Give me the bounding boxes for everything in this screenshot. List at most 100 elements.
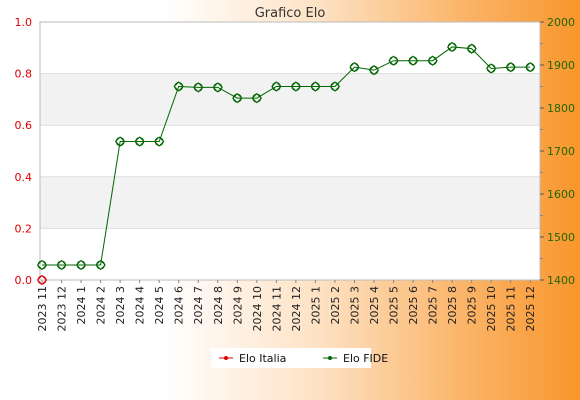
x-tick-label: 2025 3 bbox=[348, 286, 361, 325]
x-tick-label: 2024 9 bbox=[231, 286, 244, 325]
data-point-ring bbox=[96, 260, 106, 270]
data-point bbox=[349, 61, 360, 73]
data-point-ring bbox=[37, 275, 47, 285]
data-point bbox=[407, 55, 419, 66]
x-tick-label: 2024 2 bbox=[95, 286, 108, 325]
data-point-ring bbox=[349, 62, 359, 72]
data-point-ring bbox=[291, 82, 301, 91]
data-point-ring bbox=[37, 260, 47, 270]
y-right-tick-label: 1900 bbox=[547, 59, 575, 72]
data-point bbox=[212, 82, 223, 93]
data-point-ring bbox=[467, 44, 477, 54]
x-tick-label: 2024 4 bbox=[134, 286, 147, 325]
data-point bbox=[232, 92, 243, 104]
data-point bbox=[75, 259, 87, 271]
data-point bbox=[329, 81, 341, 92]
data-point bbox=[56, 259, 67, 271]
data-point-ring bbox=[408, 56, 418, 66]
x-tick-label: 2025 8 bbox=[446, 286, 459, 325]
legend-box bbox=[211, 348, 371, 368]
data-point-ring bbox=[154, 137, 164, 147]
x-tick-label: 2025 9 bbox=[466, 286, 479, 325]
x-tick-label: 2024 10 bbox=[251, 286, 264, 332]
grid-band bbox=[40, 176, 540, 229]
y-left-tick-label: 0.4 bbox=[15, 171, 33, 184]
data-point bbox=[193, 82, 204, 93]
y-right-tick-label: 1700 bbox=[547, 145, 575, 158]
data-point-ring bbox=[525, 62, 535, 72]
x-tick-label: 2025 10 bbox=[485, 286, 498, 332]
data-point-ring bbox=[57, 260, 67, 270]
y-right-tick-label: 1800 bbox=[547, 102, 575, 115]
data-point-ring bbox=[174, 82, 184, 91]
data-point-ring bbox=[506, 62, 516, 72]
x-tick-label: 2025 2 bbox=[329, 286, 342, 325]
y-left-tick-label: 1.0 bbox=[15, 16, 33, 29]
y-left-tick-label: 0.0 bbox=[15, 274, 33, 287]
x-tick-label: 2025 11 bbox=[505, 286, 518, 332]
x-tick-label: 2023 11 bbox=[36, 286, 49, 332]
data-point-ring bbox=[486, 63, 496, 73]
data-point bbox=[427, 55, 438, 66]
data-point-ring bbox=[115, 137, 125, 147]
data-point-ring bbox=[193, 82, 203, 92]
y-right-tick-label: 2000 bbox=[547, 16, 575, 29]
plot-area bbox=[40, 22, 540, 280]
data-point bbox=[466, 43, 477, 54]
legend-marker bbox=[224, 356, 228, 360]
x-tick-label: 2024 7 bbox=[192, 286, 205, 325]
data-point-ring bbox=[252, 93, 262, 103]
data-point bbox=[485, 63, 497, 74]
data-point bbox=[153, 136, 165, 147]
data-point bbox=[446, 41, 458, 53]
x-tick-label: 2024 5 bbox=[153, 286, 166, 325]
data-point bbox=[114, 136, 126, 147]
x-tick-label: 2025 7 bbox=[427, 286, 440, 325]
data-point-ring bbox=[310, 82, 320, 91]
y-right-tick-label: 1600 bbox=[547, 188, 575, 201]
legend-label: Elo FIDE bbox=[343, 352, 388, 365]
data-point bbox=[290, 81, 302, 92]
data-point-ring bbox=[76, 260, 86, 270]
x-tick-label: 2024 12 bbox=[290, 286, 303, 332]
data-point bbox=[388, 55, 399, 66]
data-point-ring bbox=[428, 56, 438, 66]
data-point-ring bbox=[213, 82, 223, 92]
data-point-ring bbox=[389, 56, 399, 66]
y-left-tick-label: 0.6 bbox=[15, 119, 33, 132]
data-point bbox=[525, 61, 536, 73]
x-tick-label: 2024 3 bbox=[114, 286, 127, 325]
data-point bbox=[310, 81, 321, 92]
x-tick-label: 2024 6 bbox=[173, 286, 186, 325]
x-tick-label: 2025 12 bbox=[524, 286, 537, 332]
data-point-ring bbox=[232, 93, 242, 103]
x-tick-label: 2023 12 bbox=[56, 286, 69, 332]
y-left-tick-label: 0.8 bbox=[15, 68, 33, 81]
data-point bbox=[505, 61, 516, 73]
data-point-ring bbox=[135, 137, 145, 147]
data-point bbox=[95, 259, 106, 271]
y-right-tick-label: 1500 bbox=[547, 231, 575, 244]
chart-title: Grafico Elo bbox=[255, 6, 326, 21]
data-point bbox=[271, 81, 282, 92]
data-point-ring bbox=[330, 82, 340, 91]
x-tick-label: 2025 1 bbox=[309, 286, 322, 325]
x-tick-label: 2024 1 bbox=[75, 286, 88, 325]
grid-band bbox=[40, 73, 540, 126]
x-tick-label: 2024 8 bbox=[212, 286, 225, 325]
data-point-ring bbox=[447, 42, 457, 52]
legend-marker bbox=[328, 356, 332, 360]
x-tick-label: 2024 11 bbox=[270, 286, 283, 332]
x-tick-label: 2025 6 bbox=[407, 286, 420, 325]
data-point-ring bbox=[369, 65, 379, 75]
x-tick-label: 2025 5 bbox=[388, 286, 401, 325]
x-tick-label: 2025 4 bbox=[368, 286, 381, 325]
data-point-ring bbox=[271, 82, 281, 91]
data-point bbox=[173, 81, 184, 92]
y-right-tick-label: 1400 bbox=[547, 274, 575, 287]
data-point bbox=[134, 136, 145, 147]
data-point bbox=[251, 92, 263, 104]
y-left-tick-label: 0.2 bbox=[15, 222, 33, 235]
